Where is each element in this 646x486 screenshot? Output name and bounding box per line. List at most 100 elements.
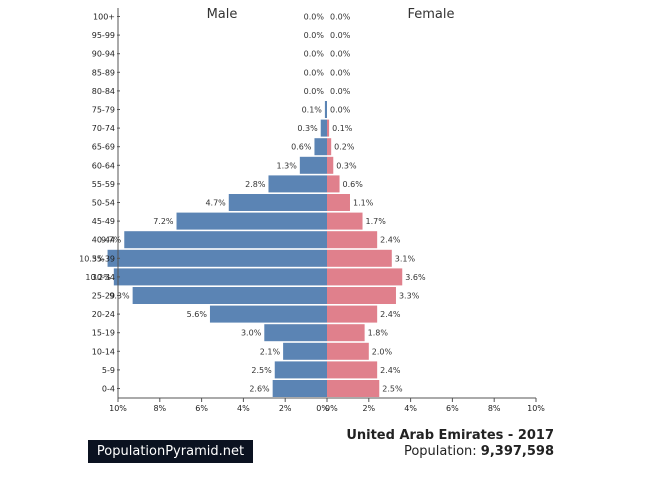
- data-label-female: 0.3%: [336, 161, 357, 170]
- data-label-male: 2.6%: [249, 385, 270, 394]
- bar-female: [327, 342, 369, 360]
- bar-male: [113, 268, 327, 286]
- bar-male: [320, 119, 327, 137]
- x-tick-label: 2%: [362, 404, 375, 413]
- data-label-female: 2.5%: [382, 385, 403, 394]
- data-label-male: 0.0%: [304, 68, 325, 77]
- age-group-label: 30-34: [92, 273, 115, 282]
- data-label-male: 2.5%: [251, 366, 272, 375]
- data-label-female: 0.6%: [343, 180, 364, 189]
- bar-female: [327, 212, 363, 230]
- bar-female: [327, 175, 340, 193]
- data-label-male: 7.2%: [153, 217, 174, 226]
- country-title: United Arab Emirates - 2017: [346, 428, 554, 443]
- age-group-label: 70-74: [92, 124, 115, 133]
- data-label-female: 3.3%: [399, 292, 420, 301]
- population-label: Population:: [403, 444, 481, 459]
- age-group-label: 60-64: [92, 161, 115, 170]
- bar-male: [132, 287, 327, 304]
- bar-male: [324, 101, 327, 118]
- age-group-label: 25-29: [92, 292, 115, 301]
- data-label-female: 0.0%: [330, 13, 351, 22]
- data-label-female: 2.4%: [380, 310, 401, 319]
- bar-male: [274, 361, 327, 379]
- bar-female: [327, 268, 403, 286]
- data-label-male: 1.3%: [277, 161, 298, 170]
- bar-female: [327, 324, 365, 342]
- bar-male: [228, 194, 327, 211]
- x-tick-label: 8%: [153, 404, 166, 413]
- bar-male: [283, 342, 327, 360]
- bar-male: [264, 324, 327, 342]
- bar-male: [124, 231, 328, 249]
- data-label-female: 0.2%: [334, 143, 355, 152]
- data-label-male: 5.6%: [187, 310, 208, 319]
- data-label-female: 1.7%: [366, 217, 387, 226]
- age-group-label: 20-24: [92, 310, 115, 319]
- data-label-female: 2.4%: [380, 236, 401, 245]
- age-group-label: 15-19: [92, 329, 115, 338]
- bar-female: [327, 156, 334, 174]
- series-label-male: Male: [207, 7, 238, 22]
- bar-male: [209, 305, 327, 323]
- population-line: Population: 9,397,598: [404, 444, 554, 459]
- x-tick-label: 10%: [527, 404, 545, 413]
- x-tick-label: 2%: [279, 404, 292, 413]
- data-label-male: 2.8%: [245, 180, 266, 189]
- brand-badge[interactable]: PopulationPyramid.net: [88, 440, 253, 463]
- data-label-female: 0.0%: [330, 68, 351, 77]
- x-tick-label: 8%: [488, 404, 501, 413]
- bar-male: [268, 175, 327, 193]
- bar-female: [327, 119, 330, 137]
- age-group-label: 50-54: [92, 199, 115, 208]
- x-tick-label: 10%: [109, 404, 127, 413]
- data-label-male: 0.0%: [304, 31, 325, 40]
- data-label-male: 9.7%: [101, 236, 122, 245]
- age-group-label: 0-4: [102, 385, 115, 394]
- age-group-label: 85-89: [92, 68, 115, 77]
- population-value: 9,397,598: [480, 444, 554, 459]
- x-tick-label: 4%: [237, 404, 250, 413]
- bar-female: [327, 231, 378, 249]
- x-tick-label: 0%: [325, 404, 338, 413]
- data-label-female: 0.0%: [330, 31, 351, 40]
- data-label-male: 0.6%: [291, 143, 312, 152]
- age-group-label: 45-49: [92, 217, 115, 226]
- data-label-male: 4.7%: [205, 199, 226, 208]
- bar-male: [299, 156, 327, 174]
- data-label-female: 1.1%: [353, 199, 374, 208]
- age-group-label: 90-94: [92, 50, 115, 59]
- bar-male: [176, 212, 327, 230]
- age-group-label: 55-59: [92, 180, 115, 189]
- series-label-female: Female: [407, 7, 454, 22]
- age-group-label: 95-99: [92, 31, 115, 40]
- data-label-male: 0.0%: [304, 87, 325, 96]
- data-label-female: 2.4%: [380, 366, 401, 375]
- data-label-male: 2.1%: [260, 347, 281, 356]
- bar-female: [327, 249, 392, 267]
- x-tick-label: 6%: [195, 404, 208, 413]
- bar-male: [107, 249, 327, 267]
- bar-female: [327, 194, 350, 211]
- data-label-female: 0.0%: [330, 50, 351, 59]
- data-label-female: 2.0%: [372, 347, 393, 356]
- x-tick-label: 6%: [446, 404, 459, 413]
- data-label-male: 0.0%: [304, 50, 325, 59]
- age-group-label: 5-9: [102, 366, 115, 375]
- x-tick-label: 0%: [316, 404, 329, 413]
- age-group-label: 100+: [93, 13, 115, 22]
- age-group-label: 40-44: [92, 236, 115, 245]
- age-group-label: 35-39: [92, 254, 115, 263]
- data-label-male: 0.3%: [297, 124, 318, 133]
- data-label-female: 0.0%: [330, 106, 351, 115]
- bar-female: [327, 361, 378, 379]
- age-group-label: 75-79: [92, 106, 115, 115]
- bar-male: [314, 138, 327, 156]
- bar-male: [272, 380, 327, 397]
- bar-female: [327, 305, 378, 323]
- age-group-label: 65-69: [92, 143, 115, 152]
- data-label-male: 10.2%: [85, 273, 111, 282]
- data-label-female: 1.8%: [368, 329, 389, 338]
- data-label-male: 0.0%: [304, 13, 325, 22]
